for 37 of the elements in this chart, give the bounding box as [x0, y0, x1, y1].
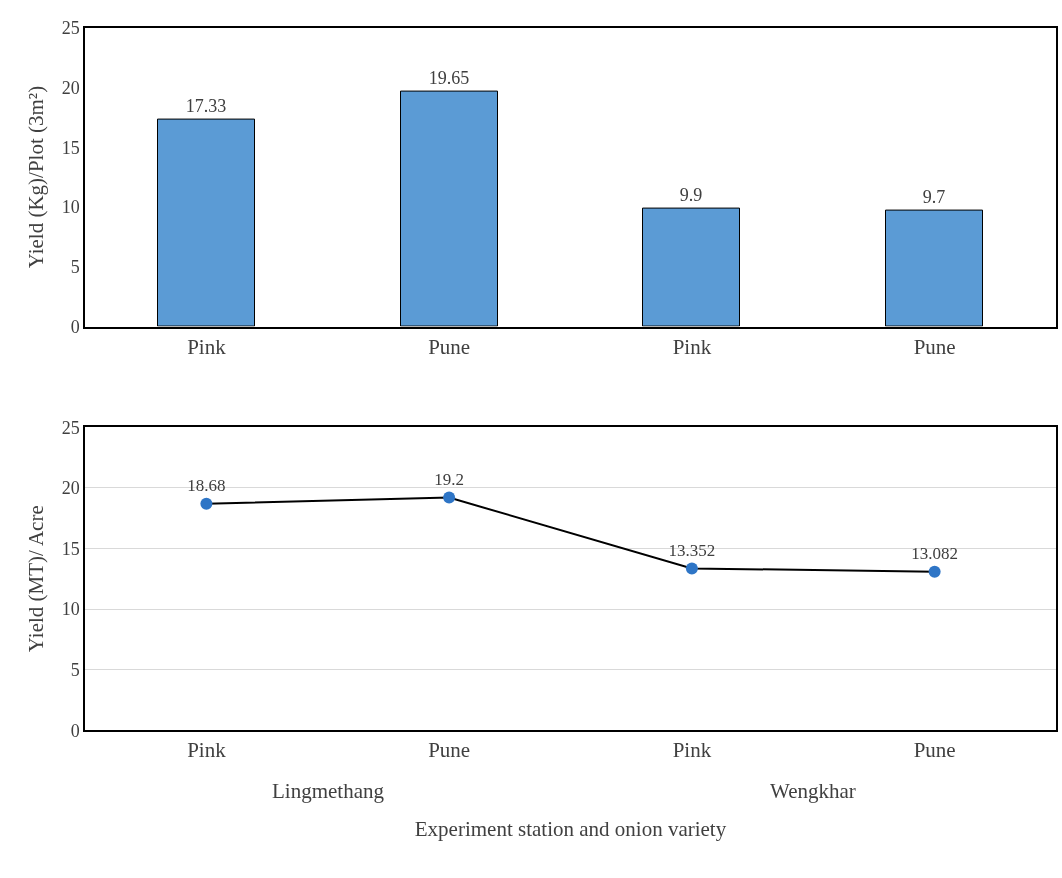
data-label: 19.65 [428, 68, 470, 89]
data-label: 13.352 [668, 540, 716, 560]
y-tick-label: 20 [61, 77, 80, 98]
y-tick-label: 25 [61, 17, 80, 38]
x-tick-label: Pink [672, 334, 712, 359]
y-axis-title: Yield (MT)/ Acre [24, 505, 49, 653]
data-label: 17.33 [185, 96, 227, 117]
x-axis-title: Experiment station and onion variety [414, 816, 727, 841]
y-tick-label: 5 [70, 257, 80, 278]
y-tick-label: 20 [61, 478, 80, 499]
y-tick-label: 25 [61, 417, 80, 438]
x-tick-label: Pune [428, 738, 471, 763]
data-label: 9.7 [922, 187, 946, 208]
data-label: 19.2 [434, 469, 465, 489]
data-label: 18.68 [187, 476, 226, 496]
y-tick-label: 10 [61, 197, 80, 218]
text: Wengkhar [770, 779, 856, 803]
x-tick-label: Pune [913, 334, 956, 359]
y-tick-label: 0 [70, 720, 80, 741]
point [928, 565, 941, 578]
data-label: 9.9 [679, 185, 703, 206]
point [200, 497, 213, 510]
text: Lingmethang [272, 779, 385, 803]
y-tick-label: 15 [61, 538, 80, 559]
y-tick-label: 10 [61, 599, 80, 620]
y-tick-label: 5 [70, 659, 80, 680]
point [443, 491, 456, 504]
x-tick-label: Pink [187, 334, 227, 359]
point [685, 562, 698, 575]
x-tick-label: Pink [187, 738, 227, 763]
data-label: 13.082 [911, 543, 959, 563]
y-tick-label: 15 [61, 137, 80, 158]
x-tick-label: Pink [672, 738, 712, 763]
y-tick-label: 0 [70, 316, 80, 337]
x-tick-label: Pune [428, 334, 471, 359]
y-axis-title: Yield (Kg)/Plot (3m²) [24, 85, 49, 269]
x-tick-label: Pune [913, 738, 956, 763]
